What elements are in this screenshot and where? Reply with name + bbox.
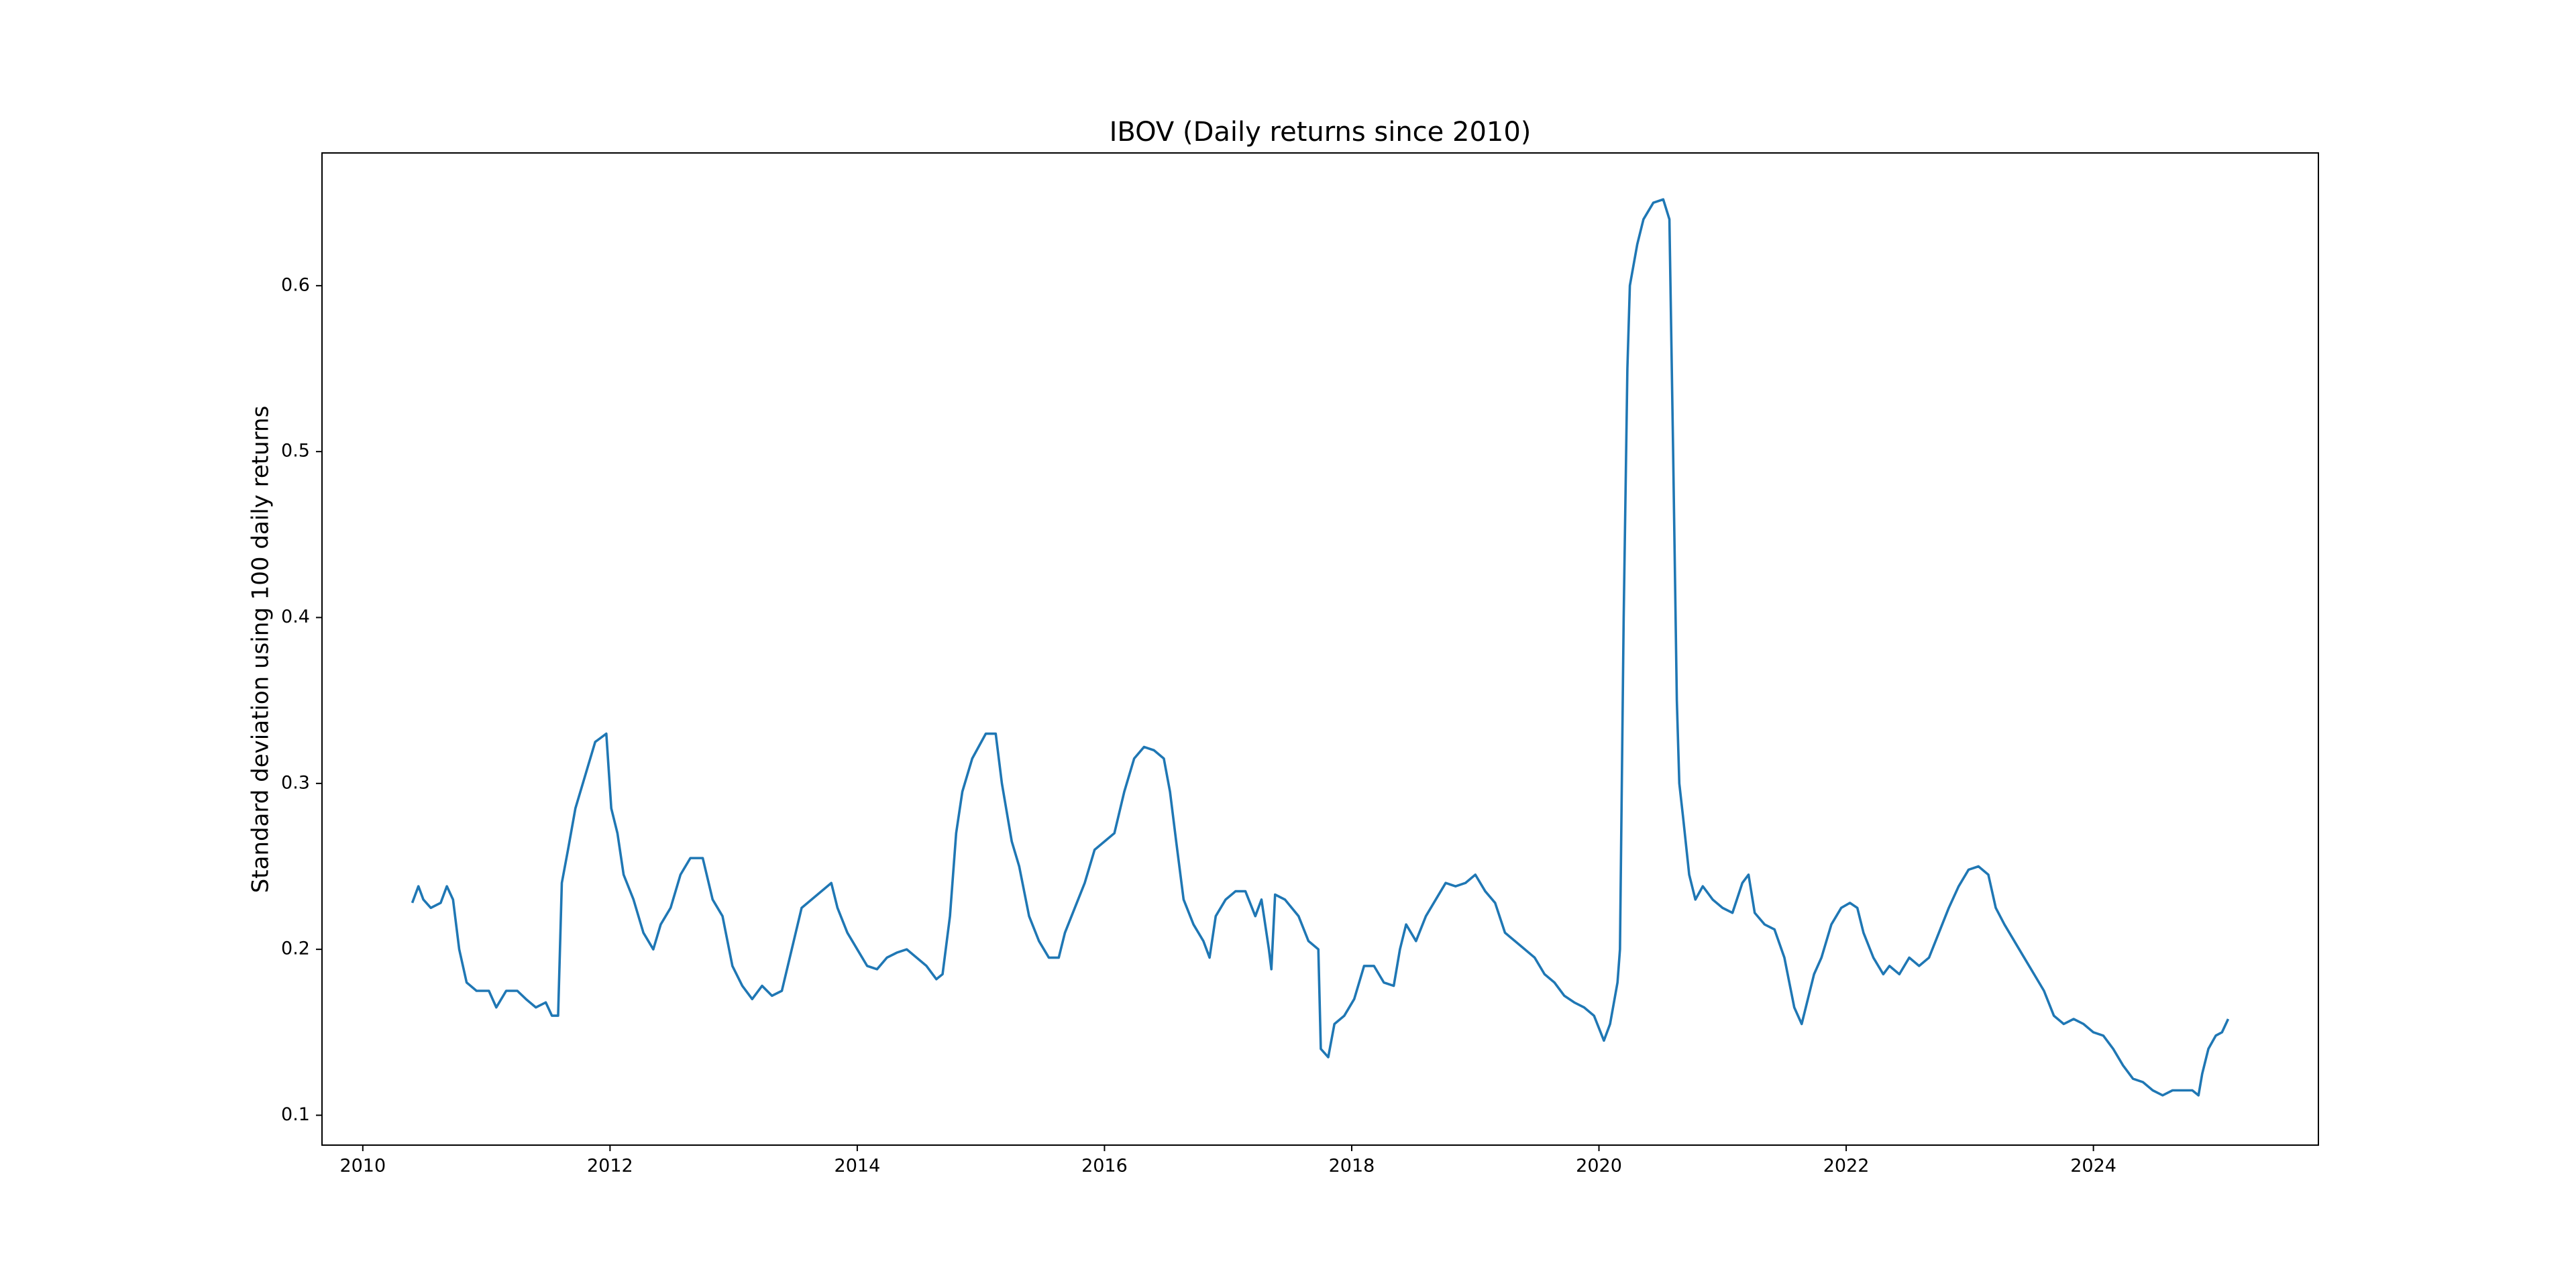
x-tick-label: 2024 (2070, 1156, 2116, 1177)
y-axis-label: Standard deviation using 100 daily retur… (248, 406, 274, 894)
chart-title: IBOV (Daily returns since 2010) (1110, 117, 1532, 148)
x-tick-label: 2018 (1329, 1156, 1375, 1177)
y-tick-label: 0.2 (281, 938, 310, 959)
x-tick-label: 2014 (835, 1156, 881, 1177)
x-tick-label: 2012 (587, 1156, 633, 1177)
line-series (411, 198, 2230, 1097)
x-tick-label: 2016 (1081, 1156, 1128, 1177)
y-tick-label: 0.5 (281, 441, 310, 462)
plot-frame (321, 152, 2319, 1146)
y-tick-label: 0.1 (281, 1104, 310, 1125)
x-tick-label: 2022 (1823, 1156, 1870, 1177)
y-tick-label: 0.4 (281, 606, 310, 627)
y-tick-label: 0.3 (281, 772, 310, 793)
y-tick-label: 0.6 (281, 274, 310, 295)
x-tick-label: 2010 (339, 1156, 386, 1177)
x-tick-label: 2020 (1576, 1156, 1622, 1177)
